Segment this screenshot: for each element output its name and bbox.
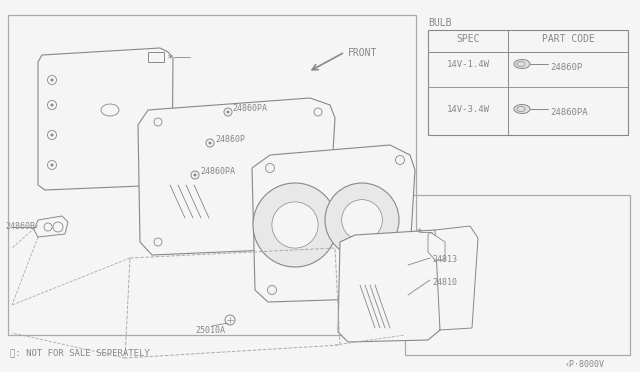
Polygon shape [338, 230, 445, 342]
Text: 14V-1.4W: 14V-1.4W [447, 60, 490, 68]
Text: 24813: 24813 [432, 255, 457, 264]
Text: BULB: BULB [428, 18, 451, 28]
Circle shape [253, 183, 337, 267]
Circle shape [227, 110, 230, 113]
Polygon shape [428, 232, 445, 260]
Circle shape [51, 103, 54, 106]
Circle shape [224, 108, 232, 116]
Circle shape [51, 164, 54, 167]
Text: 24860PA: 24860PA [232, 104, 267, 113]
Circle shape [51, 134, 54, 137]
Text: 24860B: 24860B [5, 222, 35, 231]
Circle shape [51, 78, 54, 81]
Text: 25010A: 25010A [195, 326, 225, 335]
Bar [148, 52, 164, 62]
Ellipse shape [514, 105, 530, 113]
Text: *: * [166, 54, 173, 64]
Polygon shape [138, 98, 335, 255]
Text: ※: NOT FOR SALE SEPERATELY: ※: NOT FOR SALE SEPERATELY [10, 348, 150, 357]
Circle shape [193, 173, 196, 176]
Text: ‹P·8000V: ‹P·8000V [565, 360, 605, 369]
Text: 24860PA: 24860PA [200, 167, 235, 176]
Polygon shape [34, 216, 68, 237]
Circle shape [225, 315, 235, 325]
Polygon shape [252, 145, 415, 302]
Text: 24860P: 24860P [215, 135, 245, 144]
Text: *: * [415, 228, 422, 238]
Polygon shape [38, 48, 173, 190]
Circle shape [342, 200, 382, 240]
Text: FRONT: FRONT [348, 48, 378, 58]
Bar [405, 195, 630, 355]
Text: 14V-3.4W: 14V-3.4W [447, 105, 490, 113]
Text: 24860P: 24860P [550, 62, 582, 71]
Text: SPEC: SPEC [456, 34, 480, 44]
Bar [428, 30, 628, 135]
Circle shape [206, 139, 214, 147]
Text: 24860PA: 24860PA [550, 108, 588, 116]
Circle shape [272, 202, 318, 248]
Ellipse shape [514, 60, 530, 68]
Bar [8, 15, 416, 335]
Text: 24810: 24810 [432, 278, 457, 287]
Circle shape [191, 171, 199, 179]
Circle shape [209, 141, 211, 144]
Polygon shape [435, 226, 478, 330]
Text: PART CODE: PART CODE [541, 34, 595, 44]
Circle shape [325, 183, 399, 257]
